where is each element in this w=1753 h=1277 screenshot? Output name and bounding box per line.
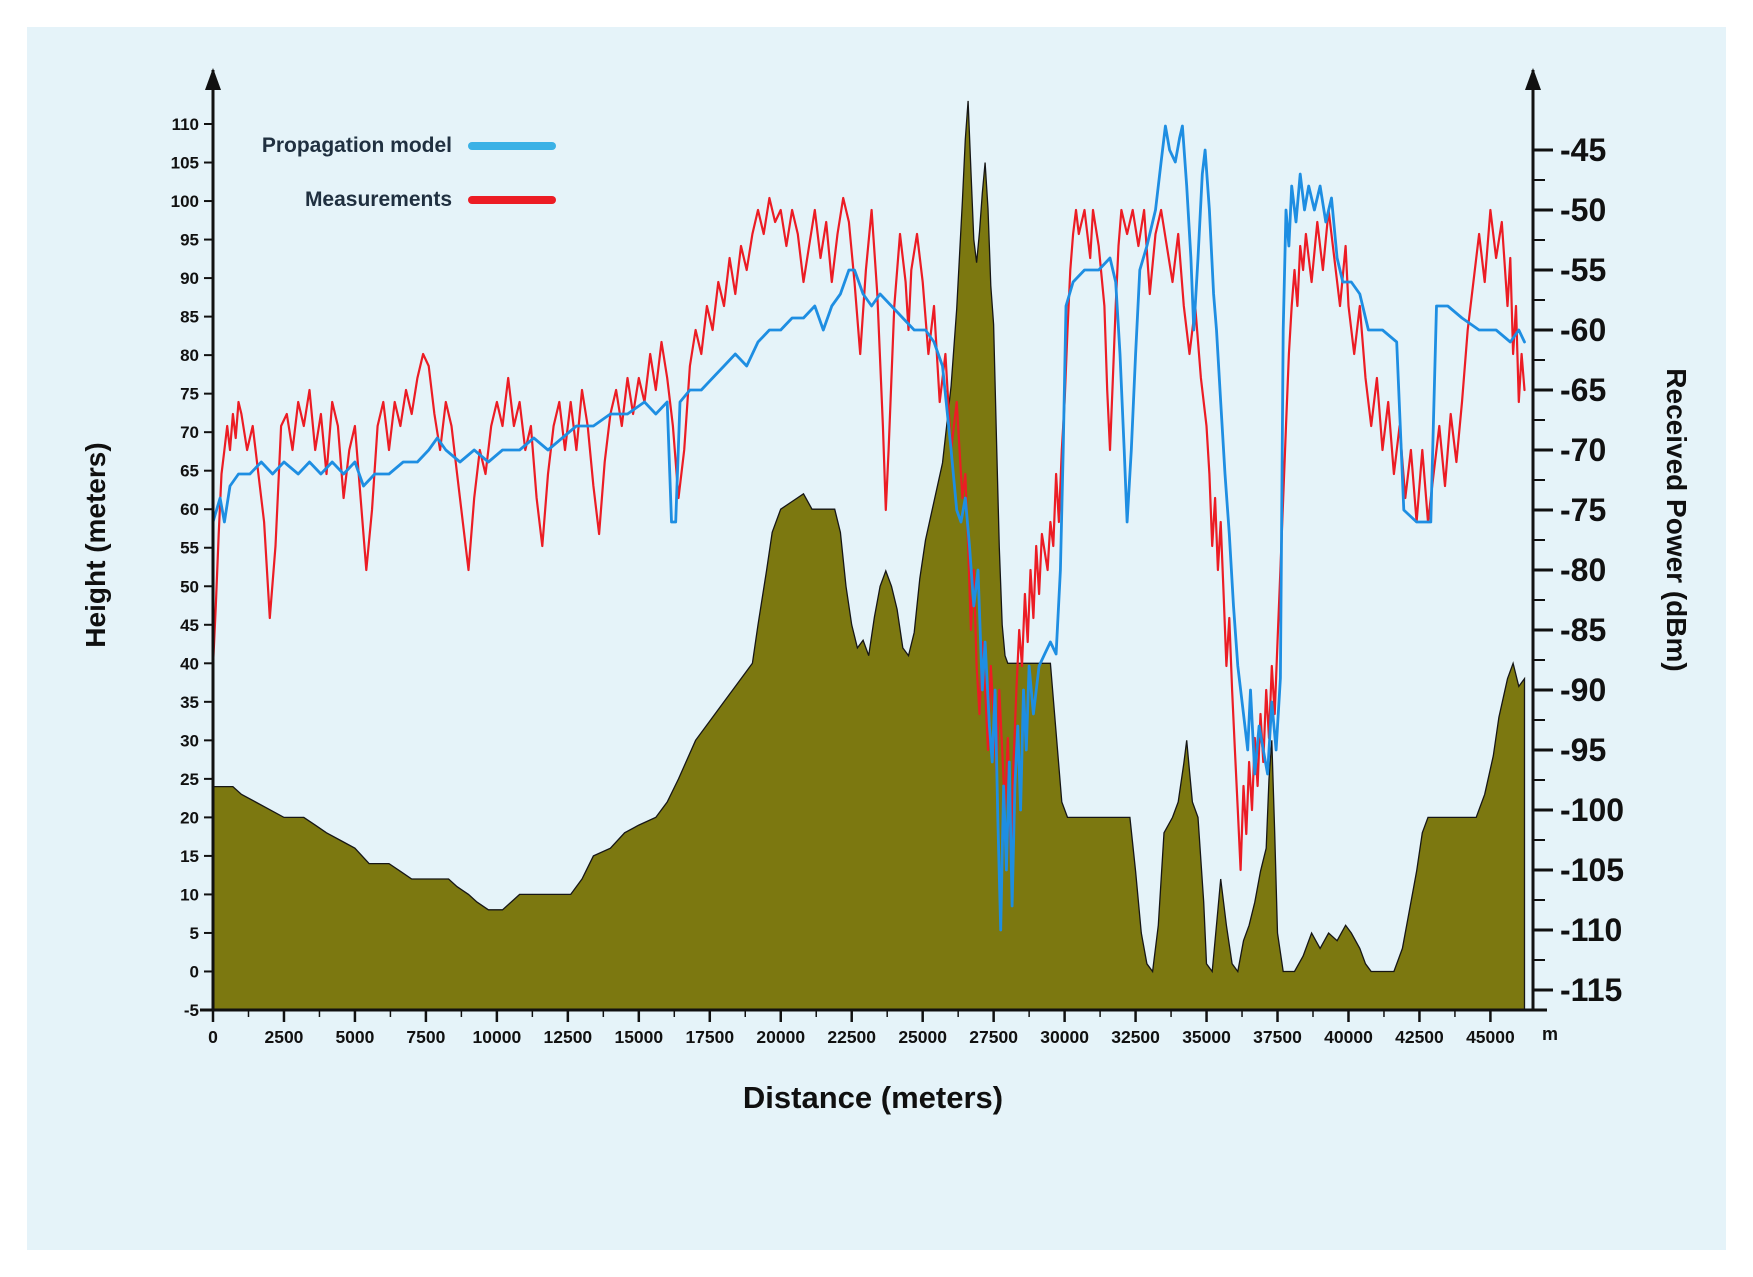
- tick-label: 25: [180, 770, 199, 789]
- tick-label: -65: [1560, 372, 1606, 408]
- tick-label: 80: [180, 346, 199, 365]
- tick-label: 100: [171, 192, 199, 211]
- x-axis-title: Distance (meters): [742, 1080, 1004, 1115]
- right-axis-ticks: -45 -50 -55 -60 -65 -70 -75 -80 -85 -90 -95 -100 -10…: [1533, 132, 1624, 1008]
- tick-label: -95: [1560, 732, 1606, 768]
- tick-label: 17500: [685, 1027, 734, 1047]
- tick-label: -70: [1560, 432, 1606, 468]
- tick-label: -115: [1560, 972, 1622, 1008]
- tick-label: -90: [1560, 672, 1606, 708]
- tick-label: 35000: [1182, 1027, 1231, 1047]
- tick-label: 95: [180, 231, 199, 250]
- tick-label: -60: [1560, 312, 1606, 348]
- tick-label: 50: [180, 577, 199, 596]
- tick-label: 45: [180, 616, 199, 635]
- tick-label: 10000: [473, 1027, 522, 1047]
- tick-label: -105: [1560, 852, 1624, 888]
- tick-label: 105: [171, 154, 199, 173]
- tick-label: 70: [180, 423, 199, 442]
- tick-label: -50: [1560, 192, 1606, 228]
- tick-label: 27500: [969, 1027, 1018, 1047]
- tick-label: 12500: [544, 1027, 593, 1047]
- tick-label: 32500: [1111, 1027, 1160, 1047]
- tick-label: -45: [1560, 132, 1606, 168]
- tick-label: 42500: [1395, 1027, 1444, 1047]
- tick-label: -5: [184, 1001, 199, 1020]
- tick-label: -100: [1560, 792, 1624, 828]
- tick-label: 15000: [614, 1027, 663, 1047]
- tick-label: 25000: [898, 1027, 947, 1047]
- right-axis-title: Received Power (dBm): [1661, 368, 1692, 672]
- tick-label: 30000: [1040, 1027, 1089, 1047]
- tick-label: 65: [180, 462, 199, 481]
- tick-label: 40000: [1324, 1027, 1373, 1047]
- legend-swatch-propagation-model: [468, 142, 556, 150]
- left-axis-arrow-icon: [205, 68, 221, 90]
- tick-label: 55: [180, 539, 199, 558]
- tick-label: 20: [180, 808, 199, 827]
- tick-label: 15: [180, 847, 199, 866]
- legend-swatch-measurements: [468, 196, 556, 204]
- tick-label: 10: [180, 885, 199, 904]
- legend-item-measurements: Measurements: [238, 188, 556, 212]
- tick-label: 22500: [827, 1027, 876, 1047]
- tick-label: 0: [208, 1027, 218, 1047]
- tick-label: 85: [180, 308, 199, 327]
- tick-label: 5: [190, 924, 199, 943]
- x-axis-unit-label: m: [1542, 1024, 1559, 1044]
- legend: Propagation model Measurements: [238, 134, 556, 212]
- legend-item-propagation-model: Propagation model: [238, 134, 556, 158]
- terrain-area: [212, 100, 1526, 1011]
- tick-label: 110: [172, 115, 199, 134]
- tick-label: 90: [180, 269, 199, 288]
- left-axis-ticks: 1101051009590858075706560555045403530252…: [171, 115, 213, 1020]
- tick-label: 40: [180, 654, 199, 673]
- tick-label: 20000: [756, 1027, 805, 1047]
- tick-label: 7500: [406, 1027, 445, 1047]
- legend-label-propagation-model: Propagation model: [261, 134, 452, 157]
- tick-label: -75: [1560, 492, 1606, 528]
- right-axis-arrow-icon: [1525, 68, 1541, 90]
- left-axis-title: Height (meters): [80, 442, 111, 648]
- x-axis-ticks: 0 2500 5000 7500 10000 12500 15000 17500 20000 22…: [208, 1010, 1515, 1047]
- tick-label: 75: [180, 385, 199, 404]
- tick-label: 0: [190, 962, 199, 981]
- tick-label: 37500: [1253, 1027, 1302, 1047]
- tick-label: 2500: [264, 1027, 303, 1047]
- tick-label: -80: [1560, 552, 1606, 588]
- tick-label: -85: [1560, 612, 1606, 648]
- tick-label: 30: [180, 731, 199, 750]
- tick-label: -55: [1560, 252, 1606, 288]
- tick-label: 60: [180, 500, 199, 519]
- tick-label: 35: [180, 693, 199, 712]
- tick-label: -110: [1560, 912, 1622, 948]
- tick-label: 45000: [1466, 1027, 1515, 1047]
- series-propagation-model-line: [211, 124, 1526, 932]
- tick-label: 5000: [335, 1027, 374, 1047]
- legend-label-measurements: Measurements: [304, 188, 452, 211]
